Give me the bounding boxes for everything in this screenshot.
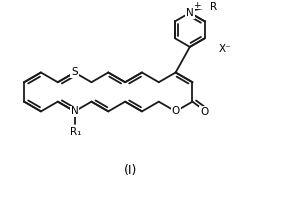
Text: X⁻: X⁻ [219,44,232,54]
Text: R: R [210,2,217,12]
Text: N: N [186,8,194,18]
Text: O: O [200,107,208,117]
Text: S: S [71,67,78,77]
Text: +: + [193,1,200,10]
Text: N: N [71,106,79,116]
Text: (Ⅰ): (Ⅰ) [124,164,138,177]
Text: R₁: R₁ [70,127,82,137]
Text: O: O [172,106,180,116]
